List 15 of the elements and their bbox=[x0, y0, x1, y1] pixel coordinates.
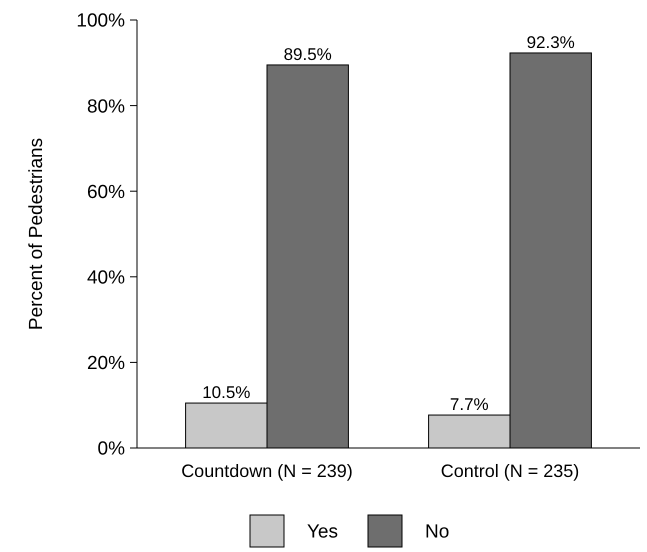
x-tick-label: Countdown (N = 239) bbox=[181, 461, 353, 481]
x-tick-label: Control (N = 235) bbox=[440, 461, 580, 481]
data-label: 7.7% bbox=[450, 395, 489, 414]
y-tick-label: 0% bbox=[98, 438, 126, 460]
y-tick-label: 100% bbox=[76, 10, 126, 32]
data-label: 89.5% bbox=[284, 44, 332, 64]
y-axis-title: Percent of Pedestrians bbox=[26, 138, 47, 330]
y-tick-label: 40% bbox=[86, 267, 126, 288]
y-tick-label: 60% bbox=[86, 182, 126, 203]
y-tick-label: 20% bbox=[86, 353, 126, 374]
legend-label: No bbox=[425, 522, 450, 543]
legend-label: Yes bbox=[307, 522, 338, 543]
data-label: 92.3% bbox=[526, 32, 575, 52]
data-label: 10.5% bbox=[202, 383, 250, 402]
y-tick-label: 80% bbox=[86, 96, 126, 118]
